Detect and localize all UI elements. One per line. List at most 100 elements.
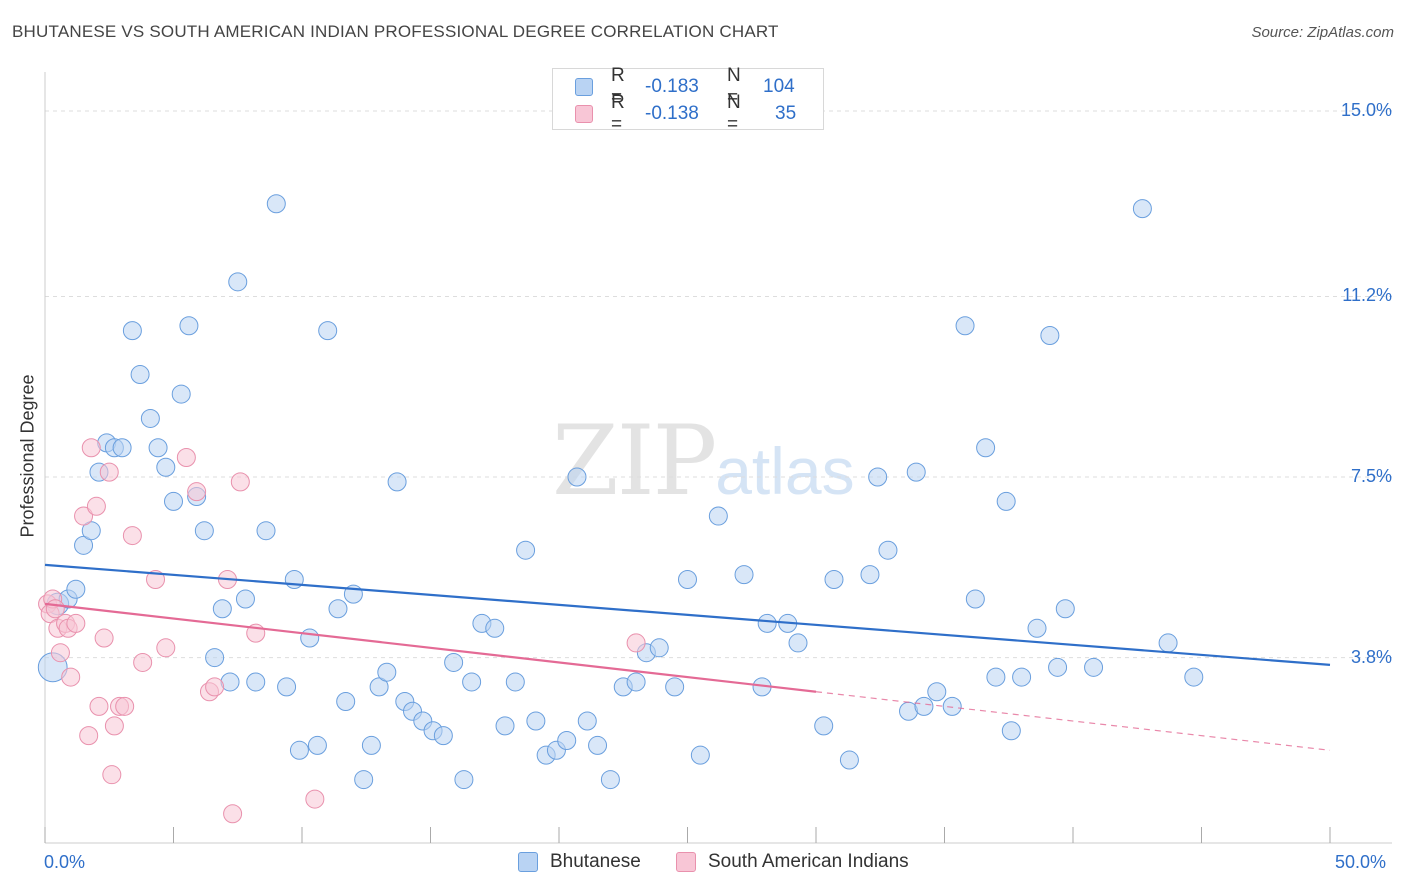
bhutanese-point	[1055, 599, 1075, 619]
legend-r-value: -0.183	[645, 76, 699, 97]
legend-r-value: -0.138	[645, 103, 699, 124]
legend-r-label: R =	[611, 92, 625, 135]
bhutanese-point	[328, 599, 348, 619]
bhutanese-point	[387, 472, 407, 492]
watermark-zip: ZIP	[552, 405, 717, 517]
south-american-indian-point	[122, 526, 142, 546]
bhutanese-point	[1001, 721, 1021, 741]
bhutanese-point	[588, 735, 608, 755]
south-american-indian-points	[38, 438, 646, 824]
bhutanese-point	[757, 613, 777, 633]
watermark: ZIPatlas	[552, 405, 855, 517]
south-american-indian-point	[104, 716, 124, 736]
bhutanese-point	[942, 696, 962, 716]
bhutanese-point	[516, 540, 536, 560]
bhutanese-point	[788, 633, 808, 653]
bhutanese-point	[1040, 326, 1060, 346]
bhutanese-point	[955, 316, 975, 336]
bhutanese-point	[526, 711, 546, 731]
bhutanese-point	[246, 672, 266, 692]
x-tick-label-max: 50.0%	[1335, 852, 1387, 872]
bhutanese-point	[600, 770, 620, 790]
legend-item-bhutanese[interactable]: Bhutanese	[518, 851, 641, 873]
bhutanese-point	[927, 682, 947, 702]
bhutanese-point	[914, 696, 934, 716]
south-american-indian-point	[74, 506, 94, 526]
bhutanese-point	[814, 716, 834, 736]
legend-swatch-pink	[676, 852, 696, 872]
legend-n-value: 104	[763, 76, 795, 97]
bhutanese-point	[148, 438, 168, 458]
bhutanese-point	[1084, 657, 1104, 677]
bhutanese-point	[369, 677, 389, 697]
grid-lines	[45, 110, 1392, 659]
legend-n-value: 35	[775, 103, 797, 124]
bhutanese-point	[354, 770, 374, 790]
bhutanese-point	[690, 745, 710, 765]
source-credit: Source: ZipAtlas.com	[1251, 24, 1394, 41]
bhutanese-point	[839, 750, 859, 770]
bhutanese-point	[377, 662, 397, 682]
bhutanese-point	[557, 731, 577, 751]
y-tick-label: 7.5%	[1350, 466, 1392, 487]
bhutanese-point	[130, 365, 150, 385]
bhutanese-point	[626, 672, 646, 692]
bhutanese-point	[277, 677, 297, 697]
south-american-indian-point	[205, 677, 225, 697]
bhutanese-point	[649, 638, 669, 658]
bhutanese-point	[878, 540, 898, 560]
bhutanese-point	[194, 521, 214, 541]
legend-item-south-american-indians[interactable]: South American Indians	[676, 851, 909, 873]
bhutanese-point	[66, 579, 86, 599]
south-american-indian-point	[99, 462, 119, 482]
bhutanese-point	[444, 652, 464, 672]
legend-n-label: N =	[727, 65, 741, 108]
bhutanese-point	[708, 506, 728, 526]
bhutanese-point	[74, 535, 94, 555]
bhutanese-point	[171, 384, 191, 404]
bhutanese-point	[678, 569, 697, 589]
south-american-indian-point	[187, 482, 207, 502]
legend-swatch-blue	[518, 852, 538, 872]
south-american-indian-point	[115, 696, 135, 716]
stats-legend: R = -0.183 N = 104 R = -0.138 N = 35	[552, 65, 824, 135]
bhutanese-point	[824, 569, 844, 589]
axes	[44, 72, 1392, 844]
south-american-indian-point	[86, 496, 106, 516]
south-american-indian-trend-extension	[815, 691, 1331, 751]
legend-r-label: R =	[611, 65, 625, 108]
bhutanese-point	[996, 491, 1016, 511]
legend-swatch-pink	[575, 105, 593, 123]
south-american-indian-point	[81, 438, 101, 458]
bhutanese-point	[228, 272, 248, 292]
bhutanese-trend-line	[44, 563, 1331, 666]
legend-label-bhutanese: Bhutanese	[550, 851, 641, 872]
bhutanese-point	[577, 711, 597, 731]
south-american-indian-point	[50, 643, 70, 663]
bhutanese-point	[986, 667, 1006, 687]
bhutanese-point	[454, 770, 474, 790]
bhutanese-point	[336, 691, 356, 711]
south-american-indian-point	[61, 667, 81, 687]
legend-label-south-american-indians: South American Indians	[708, 851, 909, 872]
bhutanese-point	[665, 677, 685, 697]
bhutanese-point	[868, 467, 888, 487]
bhutanese-point	[256, 521, 276, 541]
bhutanese-point	[734, 565, 754, 585]
bhutanese-point	[505, 672, 525, 692]
south-american-indian-point	[79, 726, 99, 746]
south-american-indian-trend-line	[44, 602, 817, 693]
south-american-indian-point	[89, 696, 109, 716]
south-american-indian-point	[176, 448, 196, 467]
bhutanese-point	[318, 321, 338, 341]
bhutanese-points	[37, 194, 1204, 790]
y-tick-label: 15.0%	[1340, 100, 1392, 121]
bhutanese-point	[266, 194, 286, 214]
bhutanese-point	[307, 735, 327, 755]
bhutanese-point	[1132, 199, 1152, 219]
chart-title: BHUTANESE VS SOUTH AMERICAN INDIAN PROFE…	[12, 22, 779, 41]
bhutanese-point	[976, 438, 996, 458]
bhutanese-point	[81, 521, 101, 541]
bhutanese-point	[485, 618, 505, 638]
series-legend: Bhutanese South American Indians	[0, 851, 1406, 877]
